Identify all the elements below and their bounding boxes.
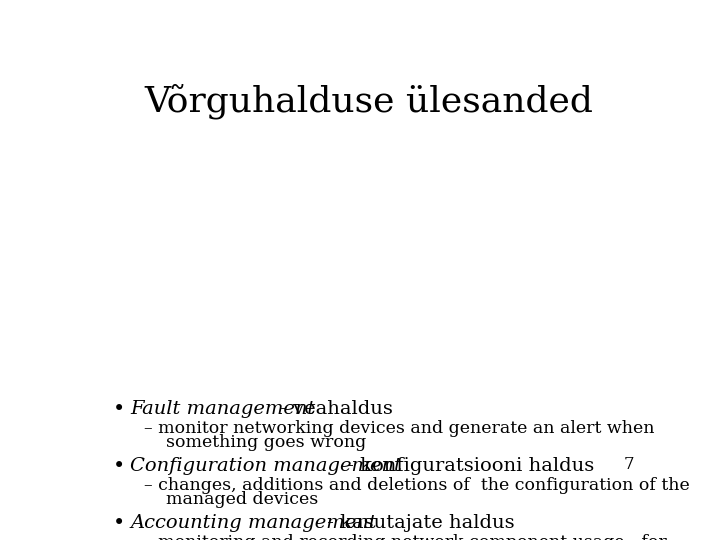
Text: Fault management: Fault management	[130, 400, 315, 418]
Text: •: •	[113, 514, 125, 532]
Text: •: •	[113, 400, 125, 419]
Text: - konfiguratsiooni haldus: - konfiguratsiooni haldus	[341, 457, 594, 475]
Text: •: •	[113, 457, 125, 476]
Text: Võrguhalduse ülesanded: Võrguhalduse ülesanded	[145, 84, 593, 119]
Text: - kasutajate haldus: - kasutajate haldus	[321, 514, 515, 532]
Text: – changes, additions and deletions of  the configuration of the: – changes, additions and deletions of th…	[144, 477, 690, 494]
Text: – monitoring and recording network component usage - for: – monitoring and recording network compo…	[144, 534, 667, 540]
Text: – monitor networking devices and generate an alert when: – monitor networking devices and generat…	[144, 420, 654, 437]
Text: 7: 7	[624, 456, 634, 473]
Text: Accounting management: Accounting management	[130, 514, 377, 532]
Text: managed devices: managed devices	[144, 491, 318, 508]
Text: - veahaldus: - veahaldus	[274, 400, 392, 418]
Text: Configuration management: Configuration management	[130, 457, 402, 475]
Text: something goes wrong: something goes wrong	[144, 434, 366, 451]
